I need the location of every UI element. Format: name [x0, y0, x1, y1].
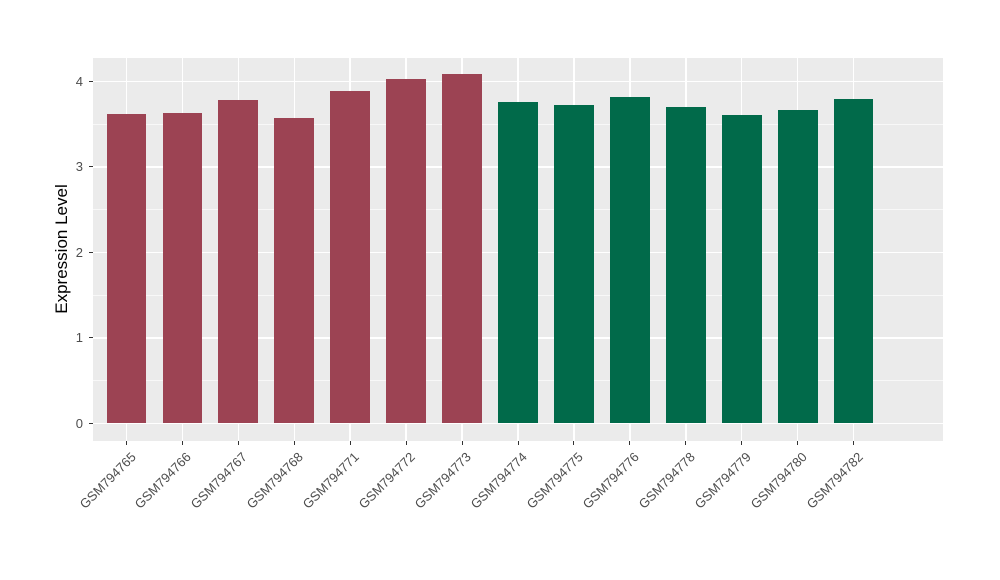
bar-GSM794772	[386, 78, 427, 424]
x-tick-label: GSM794773	[411, 449, 474, 512]
x-tick-mark	[181, 441, 183, 445]
x-tick-label: GSM794771	[299, 449, 363, 512]
plot-panel	[93, 58, 943, 441]
bar-GSM794768	[274, 118, 315, 424]
bar-GSM794782	[833, 98, 874, 424]
x-tick-label: GSM794774	[467, 449, 530, 512]
x-tick-label: GSM794765	[76, 449, 139, 512]
bar-GSM794779	[721, 114, 762, 424]
x-tick-label: GSM794776	[579, 449, 642, 512]
y-tick-mark	[89, 251, 93, 253]
y-tick-label: 2	[75, 244, 83, 260]
x-tick-mark	[349, 441, 351, 445]
y-tick-label: 3	[75, 159, 83, 175]
bar-GSM794778	[665, 107, 706, 424]
x-tick-mark	[797, 441, 799, 445]
x-tick-mark	[405, 441, 407, 445]
bar-GSM794780	[777, 109, 818, 424]
bar-GSM794775	[553, 104, 594, 424]
x-tick-label: GSM794772	[355, 449, 419, 512]
x-tick-mark	[461, 441, 463, 445]
x-tick-mark	[237, 441, 239, 445]
bar-GSM794765	[106, 113, 147, 424]
bar-GSM794776	[609, 96, 650, 424]
x-tick-mark	[741, 441, 743, 445]
bar-GSM794771	[330, 90, 371, 424]
y-tick-label: 1	[75, 330, 83, 346]
y-tick-label: 4	[75, 74, 83, 89]
x-tick-label: GSM794778	[635, 449, 698, 512]
x-tick-mark	[126, 441, 128, 445]
x-tick-label: GSM794766	[132, 449, 195, 512]
y-tick-mark	[89, 166, 93, 168]
x-tick-mark	[573, 441, 575, 445]
x-tick-mark	[293, 441, 295, 445]
bar-GSM794766	[162, 113, 203, 424]
y-tick-mark	[89, 337, 93, 339]
bar-GSM794773	[442, 73, 482, 424]
x-tick-mark	[853, 441, 855, 445]
x-tick-label: GSM794782	[803, 449, 866, 512]
x-tick-mark	[685, 441, 687, 445]
bar-GSM794774	[498, 102, 538, 424]
x-tick-label: GSM794775	[523, 449, 586, 512]
y-tick-mark	[89, 422, 93, 424]
y-tick-mark	[89, 81, 93, 82]
bar-GSM794767	[218, 100, 259, 424]
x-tick-mark	[629, 441, 631, 445]
x-tick-label: GSM794779	[691, 449, 754, 512]
y-tick-label: 0	[75, 415, 83, 431]
x-tick-label: GSM794768	[244, 449, 307, 512]
x-tick-label: GSM794780	[747, 449, 810, 512]
x-tick-label: GSM794767	[188, 449, 251, 512]
x-tick-mark	[517, 441, 519, 445]
